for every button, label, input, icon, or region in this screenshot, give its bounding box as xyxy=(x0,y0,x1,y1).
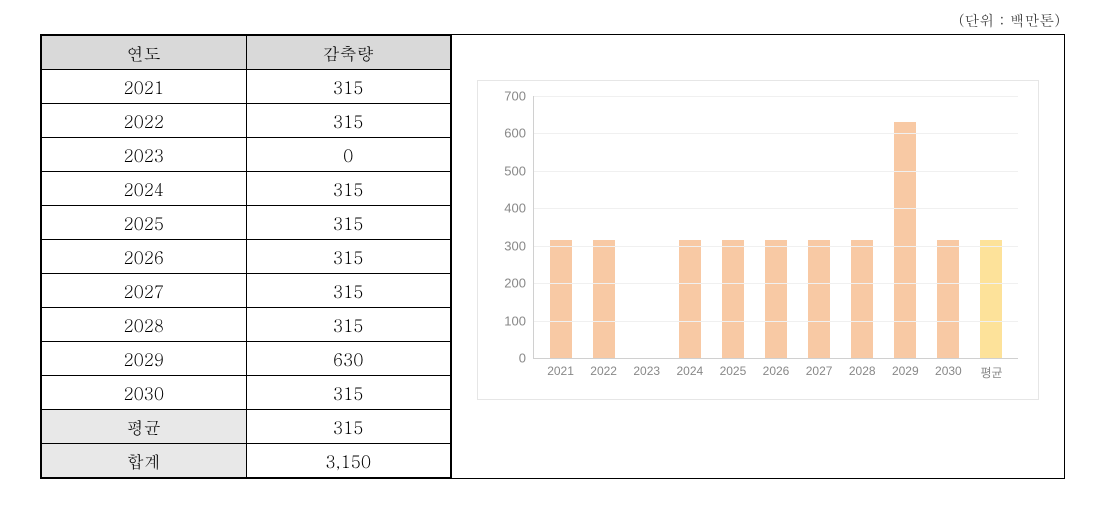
table-row: 2030315 xyxy=(42,376,451,410)
table-row: 2025315 xyxy=(42,206,451,240)
y-axis-label: 0 xyxy=(519,351,526,366)
x-axis-label: 2023 xyxy=(633,364,660,378)
cell-value: 315 xyxy=(246,172,451,206)
bar-slot: 2030 xyxy=(927,96,970,358)
gridline xyxy=(534,171,1018,172)
gridline xyxy=(534,283,1018,284)
y-axis-label: 600 xyxy=(504,126,526,141)
cell-value: 315 xyxy=(246,308,451,342)
bars-container: 2021202220232024202520262027202820292030… xyxy=(534,96,1018,358)
x-axis-label: 2021 xyxy=(547,364,574,378)
x-axis-label: 2029 xyxy=(892,364,919,378)
bar xyxy=(765,240,787,358)
chart-region: 2021202220232024202520262027202820292030… xyxy=(451,35,1064,478)
table-row: 2029630 xyxy=(42,342,451,376)
summary-value: 315 xyxy=(246,410,451,444)
y-axis-label: 100 xyxy=(504,313,526,328)
cell-value: 315 xyxy=(246,376,451,410)
x-axis-label: 2022 xyxy=(590,364,617,378)
x-axis-label: 2025 xyxy=(720,364,747,378)
y-axis-label: 700 xyxy=(504,89,526,104)
header-year: 연도 xyxy=(42,36,247,70)
bar xyxy=(851,240,873,358)
bar-slot: 2022 xyxy=(582,96,625,358)
summary-label: 합계 xyxy=(42,444,247,478)
cell-year: 2026 xyxy=(42,240,247,274)
table-row: 2021315 xyxy=(42,70,451,104)
table-row: 2022315 xyxy=(42,104,451,138)
table-header-row: 연도 감축량 xyxy=(42,36,451,70)
gridline xyxy=(534,133,1018,134)
cell-year: 2028 xyxy=(42,308,247,342)
bar-slot: 평균 xyxy=(970,96,1013,358)
cell-year: 2023 xyxy=(42,138,247,172)
bar-slot: 2028 xyxy=(841,96,884,358)
cell-year: 2025 xyxy=(42,206,247,240)
bar-slot: 2021 xyxy=(539,96,582,358)
table-summary-row: 평균315 xyxy=(42,410,451,444)
cell-value: 315 xyxy=(246,240,451,274)
cell-value: 630 xyxy=(246,342,451,376)
content-container: 연도 감축량 2021315 2022315 20230 2024315 202… xyxy=(40,34,1065,479)
bar xyxy=(980,240,1002,358)
table-row: 2026315 xyxy=(42,240,451,274)
bar xyxy=(550,240,572,358)
bar xyxy=(894,122,916,358)
x-axis-label: 2026 xyxy=(763,364,790,378)
bar-slot: 2029 xyxy=(884,96,927,358)
bar-slot: 2025 xyxy=(711,96,754,358)
table-row: 2024315 xyxy=(42,172,451,206)
gridline xyxy=(534,96,1018,97)
x-axis-label: 평균 xyxy=(980,364,1002,381)
bar xyxy=(722,240,744,358)
y-axis-label: 500 xyxy=(504,163,526,178)
bar-slot: 2024 xyxy=(668,96,711,358)
summary-value: 3,150 xyxy=(246,444,451,478)
x-axis-label: 2024 xyxy=(676,364,703,378)
y-axis-label: 400 xyxy=(504,201,526,216)
summary-label: 평균 xyxy=(42,410,247,444)
chart-plot: 2021202220232024202520262027202820292030… xyxy=(533,96,1018,359)
cell-value: 315 xyxy=(246,104,451,138)
table-row: 2027315 xyxy=(42,274,451,308)
cell-year: 2027 xyxy=(42,274,247,308)
cell-value: 0 xyxy=(246,138,451,172)
x-axis-label: 2027 xyxy=(806,364,833,378)
cell-value: 315 xyxy=(246,70,451,104)
cell-year: 2021 xyxy=(42,70,247,104)
unit-label: (단위 : 백만톤) xyxy=(40,10,1065,31)
table-summary-row: 합계3,150 xyxy=(42,444,451,478)
table-region: 연도 감축량 2021315 2022315 20230 2024315 202… xyxy=(41,35,451,478)
table-row: 2028315 xyxy=(42,308,451,342)
gridline xyxy=(534,208,1018,209)
table-row: 20230 xyxy=(42,138,451,172)
chart-box: 2021202220232024202520262027202820292030… xyxy=(477,80,1039,400)
bar xyxy=(808,240,830,358)
gridline xyxy=(534,246,1018,247)
cell-year: 2022 xyxy=(42,104,247,138)
cell-value: 315 xyxy=(246,206,451,240)
bar-slot: 2026 xyxy=(754,96,797,358)
cell-value: 315 xyxy=(246,274,451,308)
x-axis-label: 2030 xyxy=(935,364,962,378)
bar-slot: 2023 xyxy=(625,96,668,358)
bar xyxy=(937,240,959,358)
cell-year: 2030 xyxy=(42,376,247,410)
x-axis-label: 2028 xyxy=(849,364,876,378)
bar xyxy=(679,240,701,358)
cell-year: 2029 xyxy=(42,342,247,376)
y-axis-label: 300 xyxy=(504,238,526,253)
y-axis-label: 200 xyxy=(504,276,526,291)
bar xyxy=(593,240,615,358)
gridline xyxy=(534,321,1018,322)
cell-year: 2024 xyxy=(42,172,247,206)
data-table: 연도 감축량 2021315 2022315 20230 2024315 202… xyxy=(41,35,451,478)
header-value: 감축량 xyxy=(246,36,451,70)
bar-slot: 2027 xyxy=(798,96,841,358)
